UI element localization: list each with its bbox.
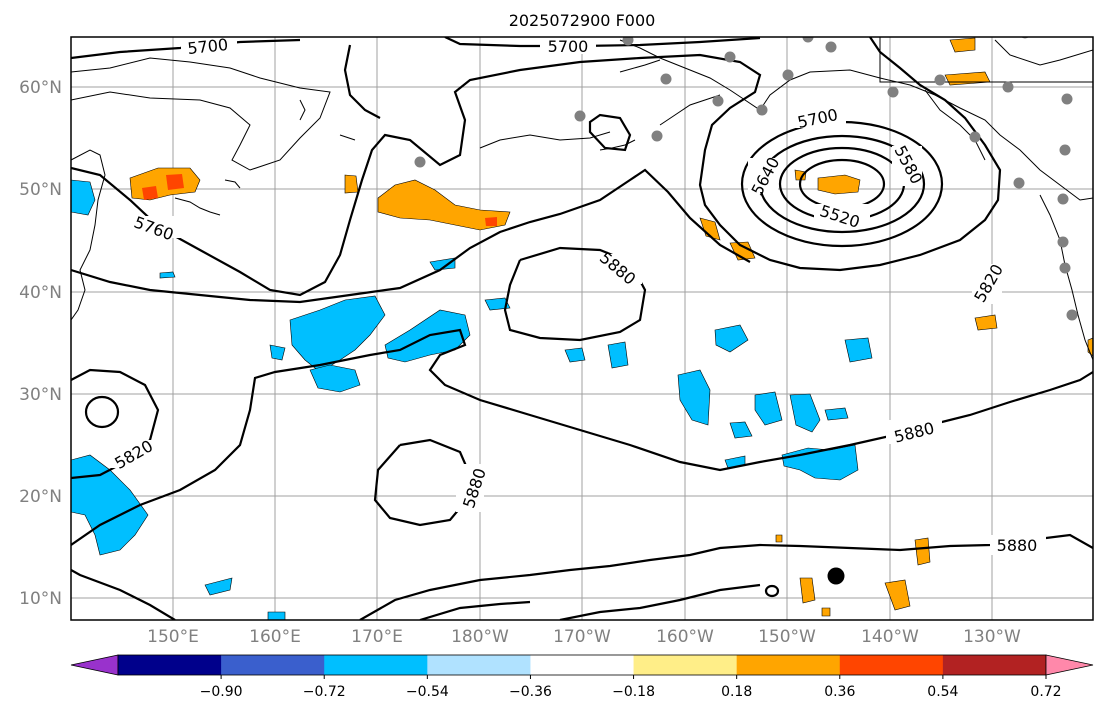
colorbar-tick-label: −0.72: [303, 684, 346, 700]
map-content: 5700 5700 5760 5640 5700 5580 5520 5880 …: [71, 35, 1093, 620]
colorbar-segment: [839, 655, 944, 675]
colorbar-tick-label: 0.72: [1030, 684, 1061, 700]
latitude-labels: 60°N 50°N 40°N 30°N 20°N 10°N: [19, 78, 62, 609]
colorbar-tick-label: −0.18: [612, 684, 655, 700]
colorbar-ticks: −0.90 −0.72 −0.54 −0.36 −0.18 0.18 0.36 0.54 0.7…: [200, 675, 1062, 700]
lon-label: 180°W: [451, 627, 509, 647]
lon-label: 150°E: [147, 627, 199, 647]
lon-label: 150°W: [758, 627, 816, 647]
contour-label: 5880: [997, 536, 1038, 555]
lat-label: 20°N: [19, 487, 62, 507]
colorbar-segment: [942, 655, 1047, 675]
colorbar-right-arrow: [1045, 654, 1094, 676]
height-contours: [71, 37, 1093, 620]
lat-label: 40°N: [19, 283, 62, 303]
colorbar-left-arrow: [70, 654, 119, 676]
colorbar-tick-label: −0.90: [200, 684, 243, 700]
map-title: 2025072900 F000: [509, 11, 656, 30]
colorbar-tick-label: 0.36: [824, 684, 855, 700]
contour-label: 5700: [548, 37, 589, 56]
lat-label: 60°N: [19, 78, 62, 98]
colorbar-segment: [530, 655, 635, 675]
strong-positive-shading: [142, 174, 497, 226]
lat-label: 10°N: [19, 589, 62, 609]
lat-label: 50°N: [19, 180, 62, 200]
contour-labels: 5700 5700 5760 5640 5700 5580 5520 5880 …: [108, 35, 1046, 555]
colorbar-segment: [118, 655, 222, 675]
colorbar-segment: [324, 655, 428, 675]
colorbar-tick-label: 0.18: [721, 684, 752, 700]
lat-label: 30°N: [19, 385, 62, 405]
colorbar-tick-label: 0.54: [927, 684, 958, 700]
contour-label: 5700: [187, 35, 229, 58]
lon-label: 160°W: [656, 627, 714, 647]
colorbar-segment: [736, 655, 841, 675]
lon-label: 140°W: [861, 627, 919, 647]
longitude-labels: 150°E 160°E 170°E 180°W 170°W 160°W 150°…: [147, 627, 1021, 647]
lon-label: 170°E: [351, 627, 403, 647]
lon-label: 170°W: [553, 627, 611, 647]
colorbar: −0.90 −0.72 −0.54 −0.36 −0.18 0.18 0.36 0.54 0.7…: [70, 654, 1094, 700]
colorbar-segments: [117, 654, 1047, 676]
colorbar-segment: [427, 655, 531, 675]
colorbar-tick-label: −0.36: [509, 684, 552, 700]
typhoon-marker: [827, 567, 845, 585]
colorbar-segment: [221, 655, 325, 675]
colorbar-tick-label: −0.54: [406, 684, 449, 700]
map-frame: [70, 36, 1094, 621]
station-markers: [414, 37, 1078, 321]
negative-shading: [71, 179, 873, 620]
lon-label: 130°W: [963, 627, 1021, 647]
positive-shading: [129, 37, 1093, 617]
lon-label: 160°E: [249, 627, 301, 647]
colorbar-segment: [633, 655, 738, 675]
